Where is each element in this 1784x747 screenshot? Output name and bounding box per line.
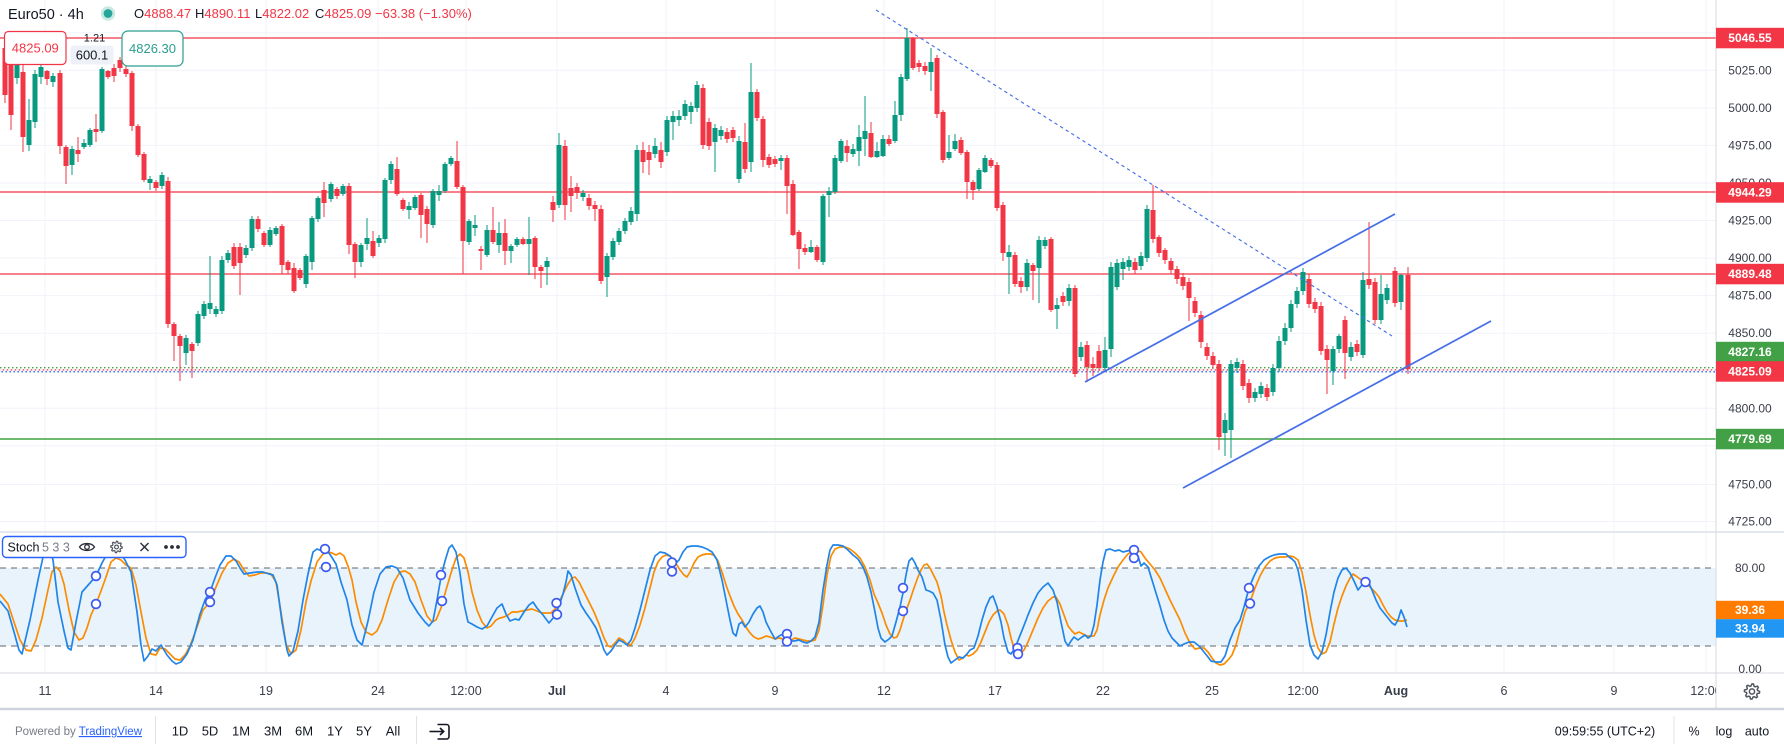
svg-text:6: 6 <box>1501 684 1508 698</box>
svg-text:4825.09: 4825.09 <box>1728 365 1772 379</box>
svg-text:17: 17 <box>988 684 1002 698</box>
svg-text:9: 9 <box>1611 684 1618 698</box>
svg-text:4826.30: 4826.30 <box>129 41 176 56</box>
svg-text:5025.00: 5025.00 <box>1728 63 1772 77</box>
svg-text:auto: auto <box>1745 725 1769 739</box>
svg-text:09:59:55 (UTC+2): 09:59:55 (UTC+2) <box>1555 725 1655 739</box>
svg-text:0.00: 0.00 <box>1738 662 1762 676</box>
svg-text:4975.00: 4975.00 <box>1728 138 1772 152</box>
svg-text:11: 11 <box>39 684 52 698</box>
svg-text:5046.55: 5046.55 <box>1728 31 1772 45</box>
svg-text:4944.29: 4944.29 <box>1728 186 1772 200</box>
svg-text:12:00: 12:00 <box>450 684 481 698</box>
svg-text:4900.00: 4900.00 <box>1728 251 1772 265</box>
svg-text:4800.00: 4800.00 <box>1728 401 1772 415</box>
svg-text:4: 4 <box>663 684 670 698</box>
svg-text:O4888.47: O4888.47 <box>134 6 191 21</box>
svg-text:Powered by TradingView: Powered by TradingView <box>15 726 143 738</box>
svg-text:5000.00: 5000.00 <box>1728 101 1772 115</box>
svg-text:All: All <box>386 724 401 739</box>
svg-text:80.00: 80.00 <box>1735 561 1765 575</box>
svg-text:6M: 6M <box>295 724 313 739</box>
svg-text:14: 14 <box>149 684 163 698</box>
svg-text:H4890.11: H4890.11 <box>195 6 250 21</box>
svg-text:1M: 1M <box>232 724 250 739</box>
svg-text:1Y: 1Y <box>327 724 343 739</box>
svg-text:9: 9 <box>772 684 779 698</box>
svg-text:24: 24 <box>371 684 385 698</box>
svg-text:1D: 1D <box>172 724 189 739</box>
svg-text:4925.00: 4925.00 <box>1728 214 1772 228</box>
svg-text:25: 25 <box>1205 684 1219 698</box>
svg-text:12:00: 12:00 <box>1690 684 1721 698</box>
svg-text:Aug: Aug <box>1384 684 1408 698</box>
svg-text:4875.00: 4875.00 <box>1728 289 1772 303</box>
svg-text:5D: 5D <box>202 724 219 739</box>
svg-text:4850.00: 4850.00 <box>1728 326 1772 340</box>
svg-text:1.21: 1.21 <box>84 33 105 45</box>
svg-text:5 3 3: 5 3 3 <box>42 541 70 555</box>
svg-text:600.1: 600.1 <box>76 48 109 63</box>
svg-text:33.94: 33.94 <box>1735 622 1765 636</box>
svg-text:3M: 3M <box>264 724 282 739</box>
svg-text:Euro50 · 4h: Euro50 · 4h <box>8 7 84 23</box>
svg-text:Stoch: Stoch <box>8 541 40 555</box>
svg-text:39.36: 39.36 <box>1735 603 1765 617</box>
svg-text:12:00: 12:00 <box>1287 684 1318 698</box>
svg-text:4779.69: 4779.69 <box>1728 432 1772 446</box>
svg-text:4889.48: 4889.48 <box>1728 267 1772 281</box>
svg-text:Jul: Jul <box>548 684 566 698</box>
svg-text:12: 12 <box>877 684 891 698</box>
svg-text:C4825.09: C4825.09 <box>315 6 371 21</box>
svg-text:4825.09: 4825.09 <box>12 41 59 56</box>
svg-text:4827.16: 4827.16 <box>1728 345 1772 359</box>
svg-text:5Y: 5Y <box>356 724 372 739</box>
svg-text:22: 22 <box>1096 684 1110 698</box>
svg-text:4750.00: 4750.00 <box>1728 478 1772 492</box>
svg-text:%: % <box>1688 725 1699 739</box>
svg-text:L4822.02: L4822.02 <box>255 6 309 21</box>
svg-text:−63.38 (−1.30%): −63.38 (−1.30%) <box>375 6 472 21</box>
svg-text:log: log <box>1716 725 1733 739</box>
svg-text:19: 19 <box>259 684 273 698</box>
svg-text:4725.00: 4725.00 <box>1728 515 1772 529</box>
